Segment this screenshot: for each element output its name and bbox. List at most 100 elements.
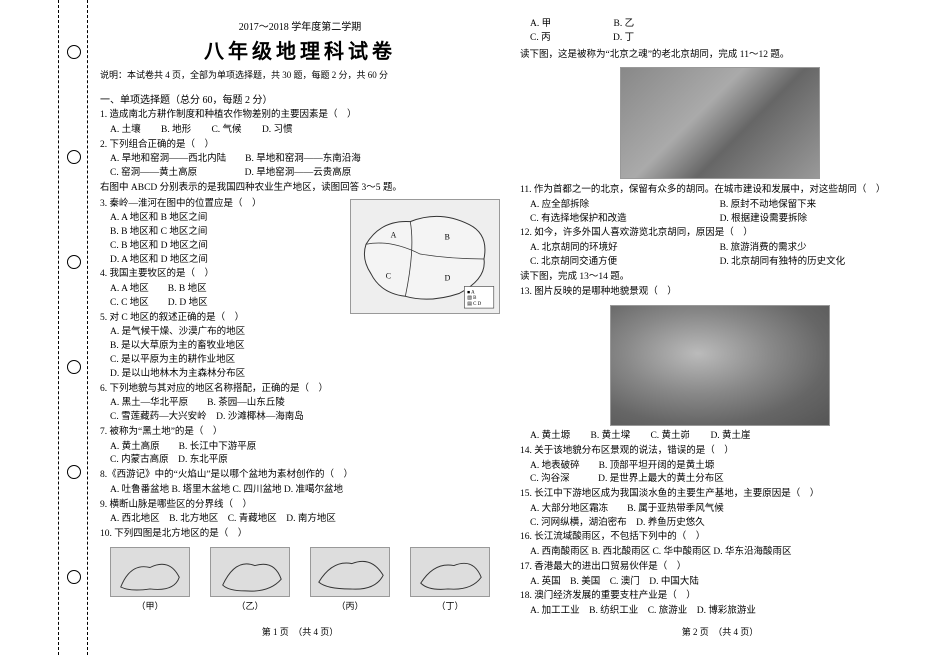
svg-text:■ A: ■ A [467, 290, 475, 295]
svg-text:▤ C D: ▤ C D [467, 301, 481, 307]
intro-3-5: 右图中 ABCD 分别表示的是我国四种农业生产地区，读图回答 3～5 题。 [100, 182, 500, 196]
question-11: 11. 作为首都之一的北京，保留有众多的胡同。在城市建设和发展中，对这些胡同（ … [520, 184, 920, 198]
option: A. 北京胡同的环境好 [530, 242, 717, 256]
page-content: 2017～2018 学年度第二学期 八年级地理科试卷 说明：本试卷共 4 页，全… [100, 18, 920, 638]
question-13-options: A. 黄土塬 B. 黄土墚 C. 黄土峁 D. 黄土崖 [530, 430, 920, 444]
option: C. 北京胡同交通方便 [530, 256, 717, 270]
binding-margin [58, 0, 88, 655]
binding-hole [67, 45, 81, 59]
binding-hole [67, 570, 81, 584]
question-9: 9. 横断山脉是哪些区的分界线（ ） [100, 499, 500, 513]
binding-hole [67, 150, 81, 164]
question-5-options: A. 是气候干燥、沙漠广布的地区 B. 是以大草原为主的畜牧业地区 C. 是以平… [110, 326, 500, 381]
option: B. 乙 [614, 18, 635, 32]
option: C. 丙 [530, 32, 551, 46]
option: C. 内蒙古高原 D. 东北平原 [110, 454, 500, 468]
option: A. 应全部拆除 [530, 199, 717, 213]
question-16: 16. 长江流域酸雨区，不包括下列中的（ ） [520, 531, 920, 545]
option: D. 丁 [613, 32, 634, 46]
intro-11-12: 读下图，这是被称为“北京之魂”的老北京胡同，完成 11～12 题。 [520, 49, 920, 63]
svg-text:D: D [445, 273, 451, 282]
binding-hole [67, 255, 81, 269]
question-17-options: A. 英国 B. 美国 C. 澳门 D. 中国大陆 [530, 576, 920, 590]
question-12: 12. 如今，许多外国人喜欢游览北京胡同，原因是（ ） [520, 227, 920, 241]
svg-text:B: B [445, 232, 450, 241]
option: A. 地表破碎 B. 顶部平坦开阔的是黄土塬 [530, 460, 920, 474]
option: A. 英国 B. 美国 C. 澳门 D. 中国大陆 [530, 576, 699, 590]
exam-title: 八年级地理科试卷 [100, 35, 500, 64]
page-2-footer: 第 2 页 （共 4 页） [520, 619, 920, 638]
option: A. 大部分地区霜冻 B. 属于亚热带季风气候 [530, 503, 920, 517]
question-8-options: A. 吐鲁番盆地 B. 塔里木盆地 C. 四川盆地 D. 准噶尔盆地 [110, 484, 500, 498]
option: B. 原封不动地保留下来 [720, 199, 907, 213]
svg-text:A: A [391, 230, 397, 239]
question-1-options: A. 土壤 B. 地形 C. 气候 D. 习惯 [110, 124, 500, 138]
option: A. 吐鲁番盆地 B. 塔里木盆地 C. 四川盆地 D. 准噶尔盆地 [110, 484, 343, 498]
hutong-photo [620, 67, 820, 179]
option: B. 黄土墚 [591, 430, 631, 444]
option: D. 是以山地林木为主森林分布区 [110, 368, 500, 382]
exam-note: 说明：本试卷共 4 页，全部为单项选择题，共 30 题，每题 2 分，共 60 … [100, 68, 500, 81]
question-12-options: A. 北京胡同的环境好 B. 旅游消费的需求少 C. 北京胡同交通方便 D. 北… [530, 242, 920, 270]
option: A. 黄土高原 B. 长江中下游平原 [110, 441, 500, 455]
mini-figure-2 [210, 547, 290, 597]
question-15: 15. 长江中下游地区成为我国淡水鱼的主要生产基地，主要原因是（ ） [520, 488, 920, 502]
mini-fig-wrap: （丙） [310, 547, 390, 612]
option: A. 西北地区 B. 北方地区 C. 青藏地区 D. 南方地区 [110, 513, 336, 527]
question-10: 10. 下列四图是北方地区的是（ ） [100, 528, 500, 542]
binding-hole [67, 360, 81, 374]
question-15-options: A. 大部分地区霜冻 B. 属于亚热带季风气候 C. 河网纵横，湖泊密布 D. … [530, 503, 920, 531]
option: B. 是以大草原为主的畜牧业地区 [110, 340, 500, 354]
binding-hole [67, 465, 81, 479]
question-7: 7. 被称为“黑土地”的是（ ） [100, 426, 500, 440]
intro-13-14: 读下图，完成 13～14 题。 [520, 271, 920, 285]
mini-figure-1 [110, 547, 190, 597]
mini-fig-wrap: （乙） [210, 547, 290, 612]
question-16-options: A. 西南酸雨区 B. 西北酸雨区 C. 华中酸雨区 D. 华东沿海酸雨区 [530, 546, 920, 560]
option: A. 土壤 [110, 124, 141, 138]
question-18: 18. 澳门经济发展的重要支柱产业是（ ） [520, 590, 920, 604]
question-17: 17. 香港最大的进出口贸易伙伴是（ ） [520, 561, 920, 575]
page-1-column: 2017～2018 学年度第二学期 八年级地理科试卷 说明：本试卷共 4 页，全… [100, 18, 500, 638]
section-heading: 一、单项选择题（总分 60，每题 2 分） [100, 91, 500, 106]
page-2-column: A. 甲 B. 乙 C. 丙 D. 丁 读下图，这是被称为“北京之魂”的老北京胡… [520, 18, 920, 638]
mini-caption: （甲） [110, 599, 190, 612]
mini-caption: （丁） [410, 599, 490, 612]
option: C. 有选择地保护和改造 [530, 213, 717, 227]
svg-text:C: C [386, 271, 391, 280]
mini-figure-4 [410, 547, 490, 597]
mini-figure-3 [310, 547, 390, 597]
option: D. 习惯 [262, 124, 293, 138]
option: A. 西南酸雨区 B. 西北酸雨区 C. 华中酸雨区 D. 华东沿海酸雨区 [530, 546, 792, 560]
option: B. 旅游消费的需求少 [720, 242, 907, 256]
mini-caption: （丙） [310, 599, 390, 612]
mini-fig-wrap: （丁） [410, 547, 490, 612]
option: A. 是气候干燥、沙漠广布的地区 [110, 326, 500, 340]
page-1-footer: 第 1 页 （共 4 页） [100, 619, 500, 638]
svg-text:▨ B: ▨ B [467, 295, 477, 301]
mini-fig-wrap: （甲） [110, 547, 190, 612]
china-map-figure: A B C D ■ A ▨ B ▤ C D [350, 199, 500, 314]
option: D. 根据建设需要拆除 [720, 213, 907, 227]
option: D. 北京胡同有独特的历史文化 [720, 256, 907, 270]
question-5: 5. 对 C 地区的叙述正确的是（ ） [100, 312, 500, 326]
question-9-options: A. 西北地区 B. 北方地区 C. 青藏地区 D. 南方地区 [110, 513, 500, 527]
question-6-options: A. 黑土—华北平原 B. 茶园—山东丘陵 C. 雪莲藏药—大兴安岭 D. 沙滩… [110, 397, 500, 425]
semester-line: 2017～2018 学年度第二学期 [100, 18, 500, 33]
loess-photo [610, 305, 830, 426]
option: C. 窑洞——黄土高原 D. 旱地窑洞——云贵高原 [110, 167, 500, 181]
option-row: A. 甲 B. 乙 [530, 18, 920, 32]
question-14: 14. 关于该地貌分布区景观的说法，错误的是（ ） [520, 445, 920, 459]
question-6: 6. 下列地貌与其对应的地区名称搭配，正确的是（ ） [100, 383, 500, 397]
question-10-figures: （甲） （乙） （丙） （丁） [100, 547, 500, 612]
option: C. 黄土峁 [650, 430, 690, 444]
question-1: 1. 造成南北方耕作制度和种植农作物差别的主要因素是（ ） [100, 109, 500, 123]
option: C. 气候 [211, 124, 241, 138]
q10-continued-options: A. 甲 B. 乙 C. 丙 D. 丁 [520, 18, 920, 46]
option: B. 地形 [161, 124, 191, 138]
option-row: C. 丙 D. 丁 [530, 32, 920, 46]
question-7-options: A. 黄土高原 B. 长江中下游平原 C. 内蒙古高原 D. 东北平原 [110, 441, 500, 469]
option: A. 黑土—华北平原 B. 茶园—山东丘陵 [110, 397, 500, 411]
question-2-options: A. 旱地和窑洞——西北内陆 B. 旱地和窑洞——东南沿海 C. 窑洞——黄土高… [110, 153, 500, 181]
option: C. 是以平原为主的耕作业地区 [110, 354, 500, 368]
